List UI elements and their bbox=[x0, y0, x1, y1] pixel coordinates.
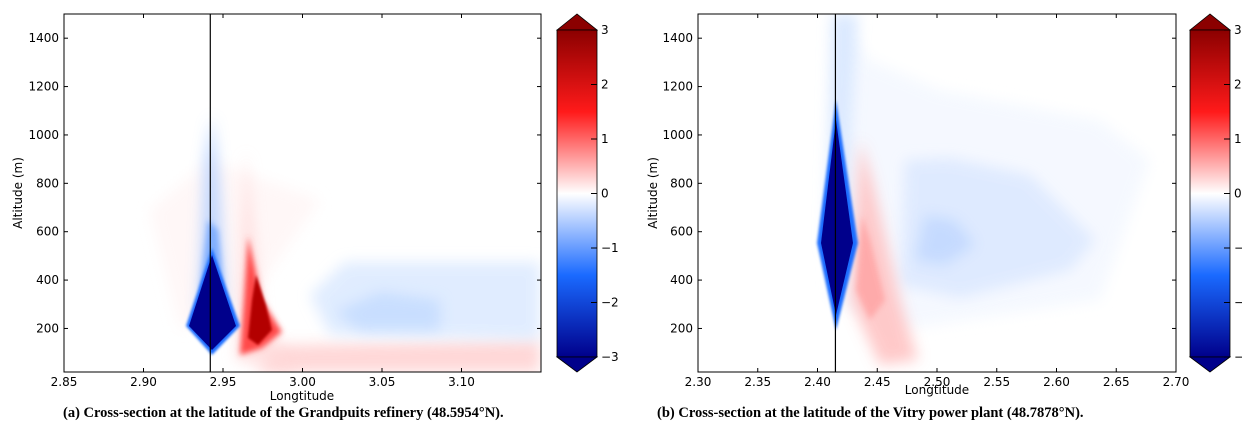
x-tick-label-b-8: 2.70 bbox=[1163, 375, 1190, 389]
y-tick-label-a-2: 600 bbox=[36, 225, 59, 239]
colorbar-tick-label-b-6: −3 bbox=[1234, 350, 1242, 364]
colorbar-a-body bbox=[556, 29, 598, 358]
colorbar-tick-label-b-1: 2 bbox=[1234, 78, 1242, 92]
colorbar-a-extend-top bbox=[555, 13, 599, 31]
field-b-negative-core bbox=[915, 215, 975, 265]
colorbar-b: 3 2 1 0 −1 −2 −3 bbox=[1188, 13, 1242, 373]
x-tick-label-a-5: 3.10 bbox=[448, 375, 475, 389]
colorbar-a: 3 2 1 0 −1 −2 −3 bbox=[555, 13, 619, 373]
x-tick-label-b-4: 2.50 bbox=[924, 375, 951, 389]
caption-a: (a) Cross-section at the latitude of the… bbox=[63, 405, 504, 421]
y-axis-label-a: Altitude (m) bbox=[11, 157, 25, 229]
field-a-negative-core bbox=[335, 292, 440, 330]
colorbar-a-ticks: 3 2 1 0 −1 −2 −3 bbox=[591, 23, 619, 364]
colorbar-tick-label-a-0: 3 bbox=[601, 23, 609, 37]
x-tick-label-b-6: 2.60 bbox=[1043, 375, 1070, 389]
x-tick-label-b-3: 2.45 bbox=[864, 375, 891, 389]
y-tick-label-a-4: 1000 bbox=[28, 128, 59, 142]
colorbar-tick-label-a-2: 1 bbox=[601, 132, 609, 146]
colorbar-tick-label-b-4: −1 bbox=[1234, 241, 1242, 255]
field-a-positive-layer bbox=[255, 340, 540, 372]
y-tick-label-b-0: 200 bbox=[670, 321, 693, 335]
y-tick-label-b-4: 1000 bbox=[662, 128, 693, 142]
heatmap-b bbox=[817, 14, 1150, 365]
colorbar-tick-label-a-6: −3 bbox=[601, 350, 619, 364]
y-tick-label-b-1: 400 bbox=[670, 273, 693, 287]
colorbar-b-ticks: 3 2 1 0 −1 −2 −3 bbox=[1224, 23, 1242, 364]
x-tick-label-a-3: 3.00 bbox=[289, 375, 316, 389]
y-axis-label-b: Altitude (m) bbox=[646, 157, 660, 229]
y-tick-label-a-3: 800 bbox=[36, 176, 59, 190]
colorbar-tick-label-b-5: −2 bbox=[1234, 296, 1242, 310]
y-tick-label-b-2: 600 bbox=[670, 225, 693, 239]
x-tick-label-b-0: 2.30 bbox=[685, 375, 712, 389]
y-tick-label-a-6: 1400 bbox=[28, 31, 59, 45]
x-tick-label-a-0: 2.85 bbox=[51, 375, 78, 389]
field-b-positive-core bbox=[856, 215, 885, 320]
x-axis-label-a: Longtitude bbox=[270, 389, 334, 403]
colorbar-tick-label-a-4: −1 bbox=[601, 241, 619, 255]
caption-b: (b) Cross-section at the latitude of the… bbox=[657, 405, 1084, 421]
x-tick-label-a-4: 3.05 bbox=[369, 375, 396, 389]
colorbar-b-extend-bottom bbox=[1188, 356, 1232, 373]
colorbar-b-body bbox=[1189, 29, 1231, 358]
x-tick-label-b-2: 2.40 bbox=[804, 375, 831, 389]
field-a-faint-halo bbox=[150, 160, 320, 330]
y-tick-label-b-3: 800 bbox=[670, 176, 693, 190]
panel-a: 2.85 2.90 2.95 3.00 3.05 3.10 200 400 600 800 1000… bbox=[11, 13, 619, 403]
x-tick-label-b-1: 2.35 bbox=[744, 375, 771, 389]
colorbar-tick-label-a-3: 0 bbox=[601, 187, 609, 201]
y-tick-label-b-5: 1200 bbox=[662, 80, 693, 94]
y-tick-label-a-5: 1200 bbox=[28, 80, 59, 94]
field-b-negative-patch bbox=[900, 158, 1095, 298]
ticks-b: 2.30 2.35 2.40 2.45 2.50 2.55 2.60 2.65 2.70 200 4… bbox=[662, 14, 1189, 389]
field-b-negative-diamond bbox=[821, 120, 853, 315]
colorbar-tick-label-a-1: 2 bbox=[601, 78, 609, 92]
panel-b: 2.30 2.35 2.40 2.45 2.50 2.55 2.60 2.65 2.70 200 4… bbox=[646, 13, 1242, 397]
y-tick-label-a-1: 400 bbox=[36, 273, 59, 287]
y-tick-label-a-0: 200 bbox=[36, 321, 59, 335]
colorbar-b-extend-top bbox=[1188, 13, 1232, 31]
colorbar-tick-label-b-3: 0 bbox=[1234, 187, 1242, 201]
x-tick-label-b-5: 2.55 bbox=[983, 375, 1010, 389]
y-tick-label-b-6: 1400 bbox=[662, 31, 693, 45]
x-axis-label-b: Longtitude bbox=[905, 383, 969, 397]
colorbar-tick-label-a-5: −2 bbox=[601, 296, 619, 310]
x-tick-label-a-2: 2.95 bbox=[210, 375, 237, 389]
colorbar-tick-label-b-2: 1 bbox=[1234, 132, 1242, 146]
colorbar-tick-label-b-0: 3 bbox=[1234, 23, 1242, 37]
colorbar-a-extend-bottom bbox=[555, 356, 599, 373]
heatmap-a bbox=[150, 115, 540, 372]
field-a-positive-core bbox=[248, 275, 272, 345]
field-a-negative-diamond bbox=[189, 255, 236, 350]
x-tick-label-a-1: 2.90 bbox=[130, 375, 157, 389]
ticks-a: 2.85 2.90 2.95 3.00 3.05 3.10 200 400 600 800 1000… bbox=[28, 14, 541, 389]
x-tick-label-b-7: 2.65 bbox=[1103, 375, 1130, 389]
